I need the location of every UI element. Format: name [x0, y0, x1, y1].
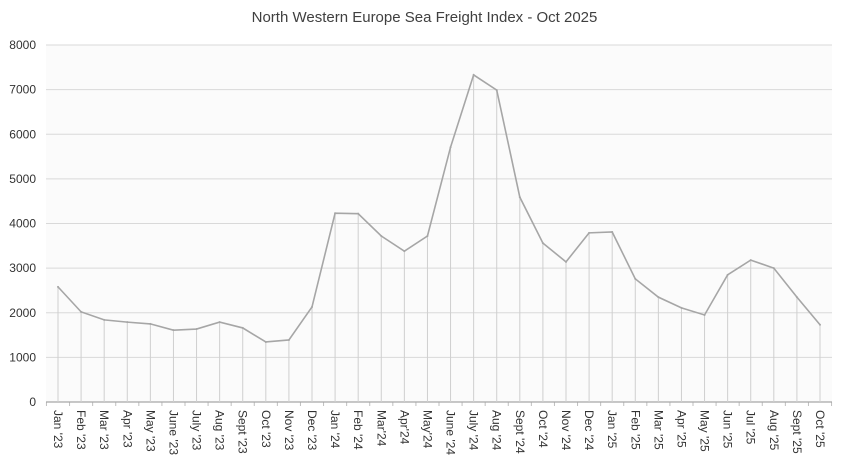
data-point: [218, 321, 221, 324]
data-point: [126, 321, 129, 324]
y-tick-label: 3000: [9, 261, 36, 275]
x-tick-label: Sept '25: [790, 410, 804, 454]
x-tick-label: Jul '25: [744, 410, 758, 445]
data-point: [565, 260, 567, 263]
x-tick-label: Nov '24: [559, 410, 573, 451]
data-point: [472, 73, 475, 76]
x-tick-label: July '23: [190, 410, 204, 451]
data-point: [795, 296, 798, 299]
x-tick-label: Jun '25: [721, 410, 735, 449]
chart-title: North Western Europe Sea Freight Index -…: [251, 9, 598, 26]
x-tick-label: Feb '23: [74, 410, 88, 450]
x-tick-label: Jan '25: [605, 410, 619, 449]
data-point: [634, 277, 637, 280]
x-tick-label: June '23: [166, 410, 180, 455]
data-point: [357, 212, 360, 215]
data-point: [518, 196, 521, 199]
data-point: [287, 338, 290, 341]
data-point: [103, 318, 106, 321]
data-point: [495, 89, 498, 92]
x-tick-label: Aug '25: [767, 410, 781, 451]
data-point: [380, 234, 383, 237]
data-point: [749, 259, 752, 262]
y-tick-label: 1000: [9, 350, 36, 364]
data-point: [311, 305, 313, 308]
y-tick-label: 4000: [9, 217, 36, 231]
data-point: [588, 231, 591, 234]
y-tick-label: 2000: [9, 306, 36, 320]
data-point: [703, 313, 706, 316]
data-point: [172, 329, 175, 332]
x-tick-label: May'24: [420, 410, 434, 449]
x-tick-label: May '25: [698, 410, 712, 452]
x-tick-label: Dec '23: [305, 410, 319, 451]
data-point: [403, 250, 406, 253]
y-tick-label: 8000: [9, 38, 36, 52]
data-point: [541, 242, 544, 245]
x-tick-label: Oct '24: [536, 410, 550, 448]
x-tick-label: Mar '25: [651, 410, 665, 450]
data-point: [426, 234, 429, 237]
data-point: [80, 310, 83, 313]
y-tick-label: 5000: [9, 172, 36, 186]
x-tick-label: July '24: [467, 410, 481, 451]
x-tick-label: Dec '24: [582, 410, 596, 451]
data-point: [149, 322, 152, 325]
x-tick-label: Mar'24: [374, 410, 388, 447]
data-point: [726, 273, 729, 276]
data-point: [819, 323, 821, 326]
x-tick-label: Apr'24: [397, 410, 411, 445]
data-point: [57, 285, 59, 288]
x-tick-label: Oct '23: [259, 410, 273, 448]
x-tick-label: Feb '24: [351, 410, 365, 450]
data-point: [334, 212, 337, 215]
data-point: [772, 267, 775, 270]
x-tick-label: Jan '23: [51, 410, 65, 449]
x-tick-label: Aug '23: [213, 410, 227, 451]
x-tick-label: June '24: [444, 410, 458, 455]
data-point: [195, 328, 198, 331]
data-point: [449, 146, 452, 149]
x-tick-label: Nov '23: [282, 410, 296, 451]
data-point: [611, 230, 614, 233]
x-tick-label: Jan '24: [328, 410, 342, 449]
data-point: [657, 296, 660, 299]
x-tick-label: Sept '24: [513, 410, 527, 454]
x-tick-label: Sept '23: [236, 410, 250, 454]
y-tick-label: 6000: [9, 127, 36, 141]
y-tick-label: 7000: [9, 83, 36, 97]
x-tick-label: Apr '23: [120, 410, 134, 448]
data-point: [241, 326, 244, 329]
x-tick-label: Feb '25: [628, 410, 642, 450]
data-point: [264, 340, 267, 343]
y-tick-label: 0: [29, 395, 36, 409]
data-point: [680, 306, 683, 309]
x-tick-label: May '23: [143, 410, 157, 452]
x-tick-label: Apr '25: [674, 410, 688, 448]
series-line: [57, 73, 821, 343]
x-tick-label: Mar '23: [97, 410, 111, 450]
x-tick-label: Aug '24: [490, 410, 504, 451]
x-tick-label: Oct '25: [813, 410, 827, 448]
